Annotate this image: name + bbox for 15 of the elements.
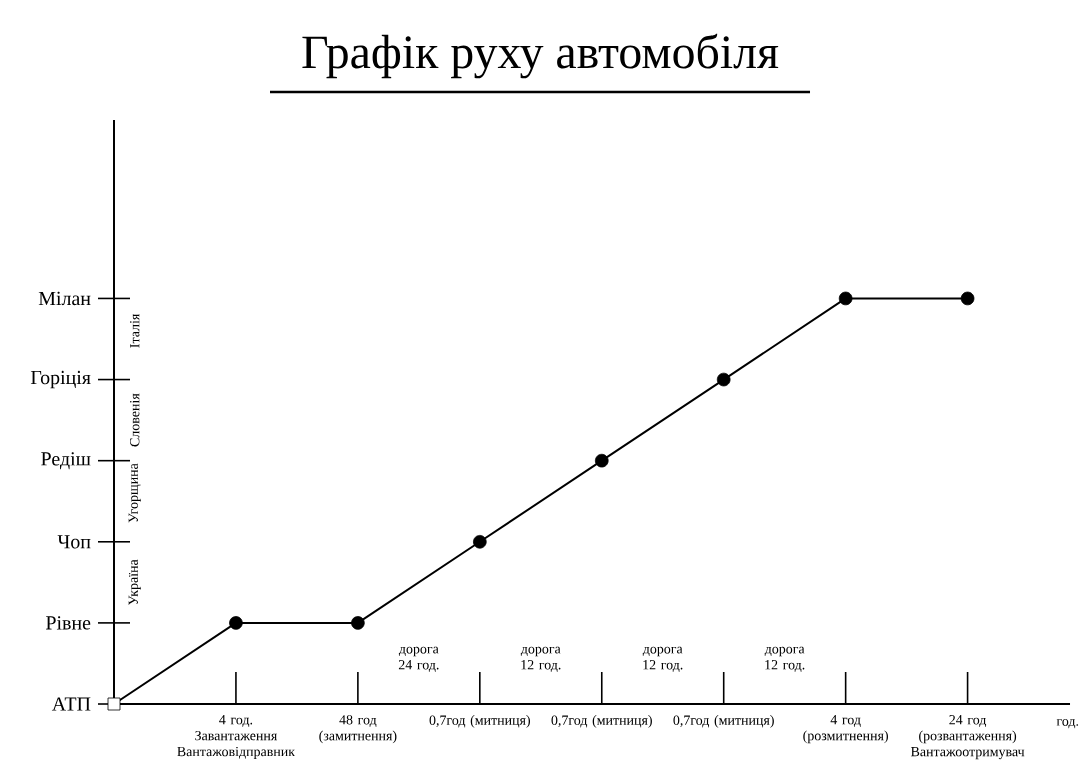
point xyxy=(594,453,609,468)
point xyxy=(351,616,365,630)
text: Мілан xyxy=(38,291,91,306)
point xyxy=(229,616,243,630)
chart-title: Графік руху автомобіля xyxy=(302,33,779,79)
point xyxy=(960,291,975,306)
text: Редіш xyxy=(41,452,91,470)
text: Горіція xyxy=(30,370,91,389)
text: Рівне xyxy=(45,616,91,630)
point xyxy=(838,291,853,306)
text: АТП xyxy=(51,697,91,711)
point xyxy=(473,534,487,549)
point xyxy=(107,697,121,711)
point xyxy=(716,372,731,387)
text: Чоп xyxy=(57,535,91,549)
